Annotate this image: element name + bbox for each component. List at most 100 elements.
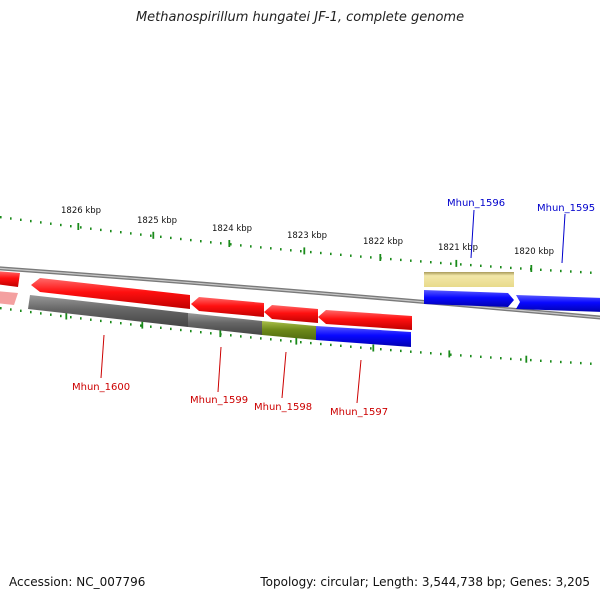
minor-tick [190, 329, 192, 333]
ruler-label: 1825 kbp [137, 216, 177, 226]
minor-tick [260, 337, 262, 340]
minor-tick [80, 317, 82, 320]
major-tick [295, 337, 298, 345]
minor-tick [180, 237, 182, 241]
minor-tick [580, 361, 582, 365]
minor-tick [210, 332, 212, 335]
minor-tick [370, 256, 372, 259]
accession-text: Accession: NC_007796 [9, 575, 146, 589]
gene-label: Mhun_1599 [190, 395, 248, 406]
gene-label: Mhun_1595 [537, 203, 595, 214]
minor-tick [400, 258, 402, 262]
minor-tick [50, 222, 52, 225]
minor-tick [30, 310, 32, 314]
minor-tick [500, 357, 502, 360]
gene-block-mhun-1596 [424, 272, 514, 287]
minor-tick [570, 361, 572, 364]
leader-line [217, 346, 222, 393]
minor-tick [70, 225, 72, 228]
minor-tick [220, 242, 222, 245]
minor-tick [470, 263, 472, 267]
minor-tick [160, 235, 162, 238]
minor-tick [310, 250, 312, 254]
ruler-label: 1823 kbp [287, 231, 327, 241]
minor-tick [340, 344, 342, 347]
minor-tick [190, 238, 192, 242]
gene-label: Mhun_1600 [72, 382, 130, 393]
minor-tick [360, 255, 362, 258]
major-tick [303, 247, 306, 255]
minor-tick [0, 307, 2, 310]
minor-tick [420, 351, 422, 354]
map-title: Methanospirillum hungatei JF-1, complete… [135, 10, 465, 25]
minor-tick [250, 245, 252, 248]
minor-tick [60, 223, 62, 227]
minor-tick [570, 270, 572, 273]
gene-arrow-mhun-1595 [516, 295, 600, 312]
minor-tick [410, 350, 412, 353]
minor-tick [590, 271, 592, 274]
leader-line [356, 359, 362, 404]
minor-tick [490, 356, 492, 359]
minor-tick [300, 250, 302, 253]
minor-tick [420, 260, 422, 263]
minor-tick [290, 340, 292, 343]
minor-tick [230, 334, 232, 337]
minor-tick [330, 343, 332, 347]
inner-tick-ruler [0, 307, 592, 365]
minor-tick [500, 266, 502, 269]
ruler-label: 1826 kbp [61, 206, 101, 216]
minor-tick [520, 358, 522, 361]
minor-tick [480, 264, 482, 267]
minor-tick [270, 247, 272, 250]
gene-arrow-mhun-1599 [191, 297, 264, 317]
minor-tick [460, 263, 462, 266]
minor-tick [310, 341, 312, 345]
minor-tick [350, 345, 352, 348]
minor-tick [340, 253, 342, 256]
minor-tick [150, 234, 152, 237]
outer-tick-ruler [0, 216, 592, 274]
minor-tick [40, 221, 42, 224]
minor-tick [490, 265, 492, 268]
minor-tick [250, 336, 252, 339]
minor-tick [130, 323, 132, 326]
minor-tick [240, 244, 242, 247]
minor-tick [450, 262, 452, 265]
major-tick [448, 350, 451, 358]
minor-tick [10, 308, 12, 311]
minor-tick [30, 219, 32, 223]
minor-tick [170, 327, 172, 331]
minor-tick [430, 261, 432, 264]
minor-tick [510, 357, 512, 361]
ruler-label: 1822 kbp [363, 237, 403, 247]
gene-arrow-mhun-1600 [31, 278, 190, 309]
minor-tick [390, 348, 392, 352]
minor-tick [200, 331, 202, 334]
minor-tick [290, 249, 292, 252]
major-tick [152, 231, 155, 239]
minor-tick [320, 251, 322, 255]
major-tick [379, 254, 382, 261]
minor-tick [110, 229, 112, 233]
minor-tick [400, 349, 402, 353]
minor-tick [20, 218, 22, 221]
minor-tick [560, 269, 562, 273]
minor-tick [350, 254, 352, 257]
minor-tick [80, 226, 82, 229]
minor-tick [430, 352, 432, 355]
major-tick [228, 240, 231, 247]
minor-tick [100, 228, 102, 232]
minor-tick [460, 354, 462, 357]
minor-tick [480, 355, 482, 358]
major-tick [77, 223, 80, 230]
minor-tick [550, 269, 552, 272]
gene-label: Mhun_1597 [330, 407, 388, 418]
minor-tick [330, 252, 332, 256]
minor-tick [230, 243, 232, 246]
minor-tick [580, 270, 582, 274]
minor-tick [280, 248, 282, 251]
major-tick [372, 344, 375, 352]
ruler-label: 1820 kbp [514, 247, 554, 257]
